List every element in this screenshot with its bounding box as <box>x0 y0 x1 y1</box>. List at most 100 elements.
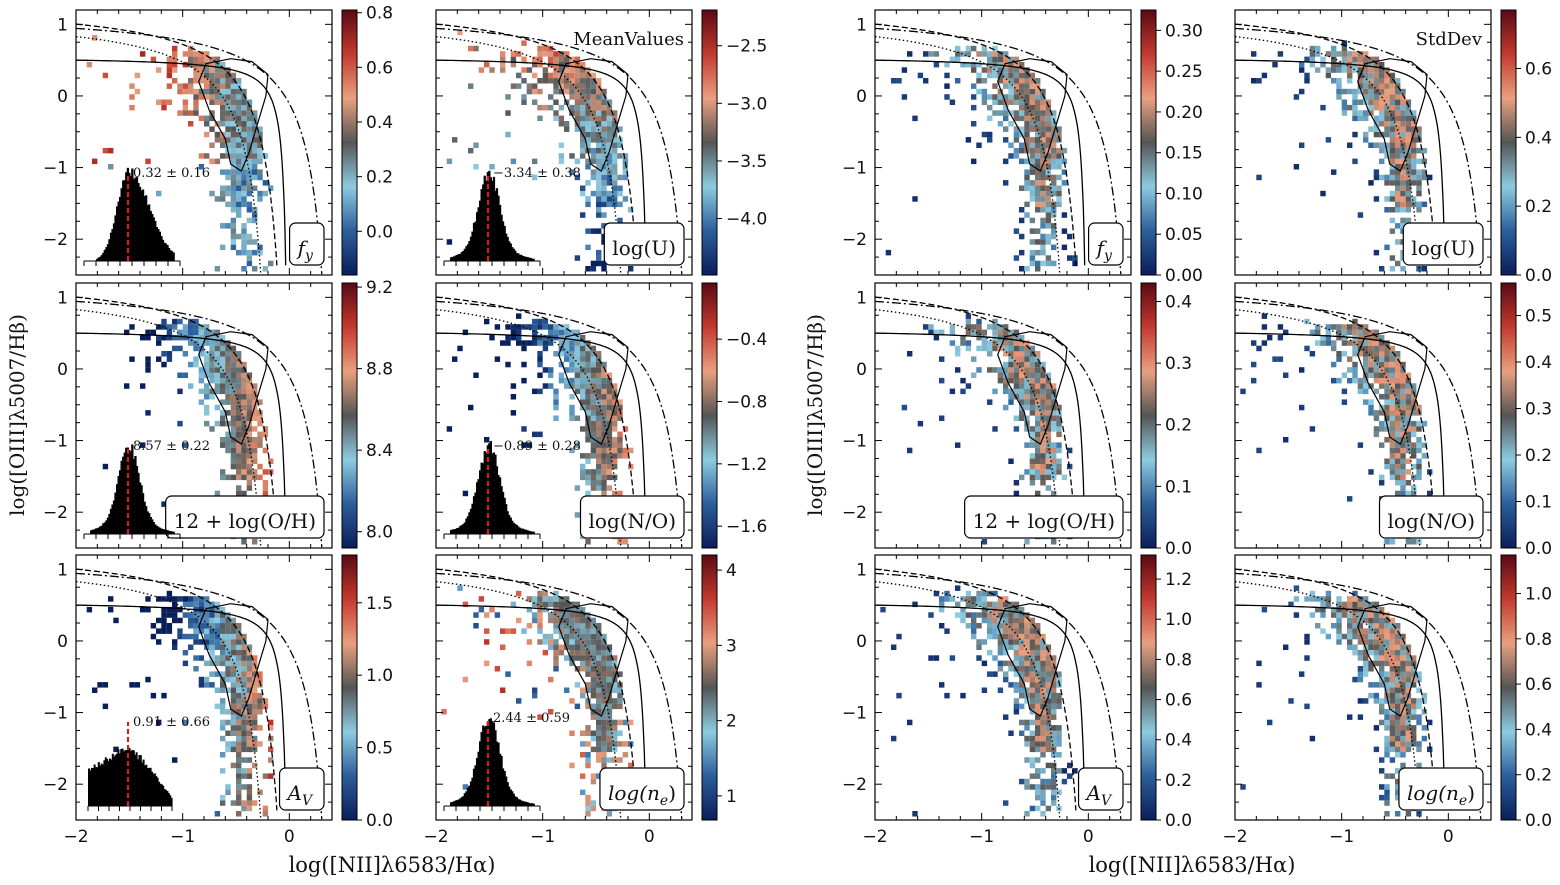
heatmap-cell <box>590 169 597 175</box>
histogram-bar <box>454 800 457 806</box>
heatmap-cell <box>601 399 607 405</box>
heatmap-cell <box>585 437 591 443</box>
heatmap-cell <box>1029 88 1036 95</box>
heatmap-cell <box>1029 164 1036 170</box>
heatmap-cell <box>1384 426 1390 432</box>
heatmap-cell <box>1389 142 1396 148</box>
heatmap-cell <box>230 666 237 672</box>
heatmap-cell <box>1299 61 1305 68</box>
heatmap-cell <box>1061 778 1068 785</box>
kewley-curve <box>435 572 683 820</box>
heatmap-cell <box>1013 131 1020 138</box>
heatmap-cell <box>612 142 618 148</box>
heatmap-cell <box>1029 698 1036 704</box>
heatmap-cell <box>1352 67 1358 73</box>
heatmap-cell <box>214 377 221 384</box>
heatmap-cell <box>590 660 597 667</box>
heatmap-cell <box>1384 361 1390 368</box>
heatmap-cell <box>236 490 242 497</box>
heatmap <box>86 590 274 817</box>
heatmap-cell <box>976 72 982 79</box>
heatmap-cell <box>585 655 591 661</box>
heatmap-cell <box>193 56 199 63</box>
histogram-bar <box>469 508 473 534</box>
heatmap-cell <box>1040 741 1046 747</box>
heatmap-cell <box>1400 463 1406 470</box>
heatmap-cell <box>1357 115 1364 122</box>
histogram-bar <box>515 253 518 261</box>
heatmap-cell <box>1357 714 1364 720</box>
heatmap-cell <box>939 623 945 629</box>
heatmap-cell <box>606 426 613 432</box>
heatmap-cell <box>230 356 237 362</box>
heatmap-cell <box>1019 78 1025 84</box>
heatmap-cell <box>585 805 591 812</box>
histogram-bar <box>110 759 113 806</box>
heatmap-cell <box>1373 126 1380 132</box>
heatmap-cell <box>220 698 226 704</box>
heatmap-cell <box>92 158 98 165</box>
heatmap-cell <box>601 698 607 704</box>
histogram-bar <box>518 799 521 806</box>
heatmap-cell <box>1024 671 1030 677</box>
heatmap-cell <box>580 687 586 693</box>
heatmap-cell <box>188 383 194 389</box>
kewley-curve <box>75 300 323 548</box>
heatmap-cell <box>965 596 972 602</box>
heatmap-cell <box>1024 361 1030 368</box>
heatmap-cell <box>1051 426 1057 432</box>
parameter-label-box <box>1077 767 1124 811</box>
heatmap-cell <box>585 351 591 357</box>
heatmap-cell <box>574 99 581 105</box>
heatmap-cell <box>1352 340 1358 346</box>
heatmap-cell <box>1051 762 1057 769</box>
heatmap-cell <box>585 383 591 389</box>
histogram-bar <box>105 520 108 534</box>
heatmap-cell <box>220 67 226 73</box>
heatmap-cell <box>257 196 263 202</box>
heatmap-cell <box>997 377 1004 384</box>
heatmap-cell <box>204 612 210 618</box>
y-tick-label: −2 <box>842 230 867 250</box>
heatmap-cell <box>510 334 517 341</box>
heatmap-cell <box>1019 623 1025 629</box>
heatmap-cell <box>590 410 597 416</box>
heatmap-cell <box>1051 453 1057 459</box>
heatmap-cell <box>1405 180 1412 186</box>
heatmap-cell <box>987 131 993 138</box>
heatmap-cell <box>1035 367 1041 373</box>
heatmap-cell <box>236 180 242 186</box>
heatmap-cell <box>1405 469 1412 475</box>
heatmap-cell <box>494 356 501 362</box>
heatmap-cell <box>1029 345 1036 352</box>
colorbar <box>1500 9 1517 276</box>
heatmap-cell <box>257 420 263 427</box>
heatmap-cell <box>225 372 231 378</box>
heatmap-cell <box>1051 185 1057 191</box>
heatmap-cell <box>606 121 613 127</box>
colorbar-tick-label: 0.20 <box>1165 103 1203 123</box>
kauffmann-curve <box>874 568 1077 811</box>
heatmap-cell <box>558 78 565 84</box>
heatmap-cell <box>220 410 226 416</box>
heatmap-cell <box>1051 709 1057 715</box>
heatmap-cell <box>198 51 205 57</box>
heatmap-cell <box>1008 730 1014 736</box>
histogram-bar <box>526 257 529 261</box>
heatmap-cell <box>257 692 263 699</box>
heatmap-cell <box>188 329 194 336</box>
heatmap-cell <box>965 137 972 143</box>
heatmap-cell <box>1395 415 1401 421</box>
heatmap-cell <box>1416 126 1422 132</box>
heatmap-cell <box>1384 811 1390 817</box>
heatmap-cell <box>198 377 205 384</box>
heatmap-cell <box>1320 190 1326 197</box>
heatmap-cell <box>1251 340 1257 346</box>
histogram-bar <box>524 529 528 534</box>
heatmap-cell <box>537 372 543 378</box>
heatmap-cell <box>500 61 506 68</box>
histogram-bar <box>506 511 509 534</box>
heatmap-cell <box>569 639 575 645</box>
histogram-bar <box>119 470 122 534</box>
heatmap-cell <box>1045 437 1052 443</box>
